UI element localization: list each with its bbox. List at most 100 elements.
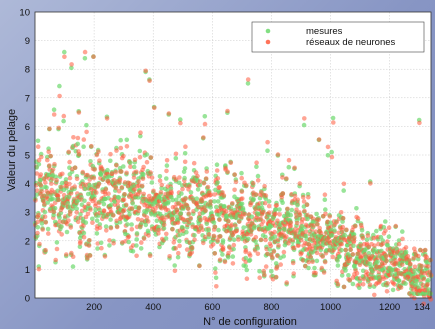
- point-mesures: [231, 246, 236, 252]
- point-mesures: [145, 207, 150, 213]
- point-reseaux: [54, 177, 59, 183]
- point-reseaux: [214, 168, 220, 173]
- y-tick-label: 7: [25, 93, 30, 104]
- point-reseaux: [313, 270, 318, 276]
- x-tick-label: 1000: [320, 302, 341, 313]
- point-reseaux: [231, 242, 237, 248]
- point-mesures: [82, 56, 88, 61]
- point-reseaux: [88, 207, 93, 212]
- point-reseaux: [383, 228, 388, 233]
- point-mesures: [105, 167, 110, 173]
- point-mesures: [329, 149, 335, 155]
- point-reseaux: [217, 257, 223, 263]
- point-reseaux: [46, 149, 51, 154]
- point-mesures: [243, 255, 249, 261]
- point-reseaux: [243, 248, 249, 253]
- point-reseaux: [117, 177, 123, 182]
- point-reseaux: [56, 197, 61, 203]
- y-tick-label: 3: [25, 208, 30, 219]
- point-mesures: [396, 278, 402, 283]
- point-reseaux: [299, 237, 304, 243]
- point-reseaux: [136, 205, 142, 210]
- point-reseaux: [321, 270, 327, 275]
- point-reseaux: [263, 237, 268, 243]
- point-reseaux: [368, 181, 373, 186]
- point-reseaux: [341, 181, 347, 187]
- point-mesures: [39, 221, 45, 226]
- point-mesures: [288, 212, 294, 218]
- point-reseaux: [215, 176, 221, 181]
- point-reseaux: [141, 164, 146, 170]
- point-reseaux: [425, 264, 431, 269]
- point-mesures: [44, 185, 49, 190]
- point-mesures: [216, 227, 221, 233]
- point-mesures: [164, 176, 169, 181]
- point-reseaux: [164, 158, 170, 163]
- point-reseaux: [310, 259, 315, 265]
- point-mesures: [36, 162, 42, 167]
- point-reseaux: [372, 243, 377, 248]
- point-mesures: [177, 238, 182, 244]
- point-reseaux: [316, 217, 321, 222]
- point-mesures: [81, 230, 87, 236]
- point-mesures: [81, 144, 86, 149]
- point-mesures: [403, 281, 408, 286]
- point-mesures: [339, 273, 345, 278]
- point-mesures: [177, 232, 182, 238]
- point-mesures: [330, 115, 336, 121]
- point-reseaux: [81, 234, 87, 240]
- point-mesures: [305, 216, 310, 222]
- x-tick-label: 1200: [379, 302, 400, 313]
- point-mesures: [282, 227, 287, 232]
- x-tick-labels: 200 400 600 800 1000 1200 134: [86, 302, 430, 313]
- y-tick-label: 2: [25, 236, 30, 247]
- point-mesures: [69, 65, 74, 71]
- point-reseaux: [334, 220, 339, 225]
- point-reseaux: [82, 49, 88, 55]
- point-reseaux: [412, 264, 418, 270]
- point-mesures: [286, 164, 292, 170]
- point-mesures: [301, 122, 307, 128]
- point-mesures: [109, 202, 114, 207]
- point-reseaux: [175, 220, 181, 225]
- point-reseaux: [359, 253, 364, 259]
- point-reseaux: [245, 77, 251, 82]
- point-reseaux: [396, 241, 402, 247]
- point-reseaux: [223, 165, 228, 171]
- point-mesures: [383, 219, 388, 224]
- point-mesures: [116, 195, 122, 200]
- point-mesures: [244, 267, 249, 273]
- point-mesures: [184, 229, 189, 235]
- point-reseaux: [385, 281, 390, 286]
- point-reseaux: [247, 253, 253, 258]
- point-reseaux: [86, 243, 92, 248]
- point-reseaux: [140, 176, 146, 181]
- point-reseaux: [229, 222, 235, 227]
- point-mesures: [400, 229, 405, 234]
- point-reseaux: [199, 198, 205, 204]
- point-reseaux: [239, 189, 245, 194]
- point-reseaux: [280, 175, 285, 180]
- point-reseaux: [265, 251, 270, 257]
- point-mesures: [57, 83, 62, 89]
- point-reseaux: [201, 240, 206, 246]
- point-mesures: [130, 249, 136, 254]
- point-reseaux: [228, 160, 234, 165]
- point-reseaux: [354, 271, 360, 276]
- point-reseaux: [132, 187, 137, 192]
- point-reseaux: [273, 274, 279, 280]
- point-reseaux: [377, 278, 383, 284]
- point-mesures: [45, 200, 50, 205]
- point-reseaux: [253, 192, 259, 197]
- point-reseaux: [177, 175, 182, 180]
- x-tick-label: 800: [263, 302, 279, 313]
- point-mesures: [289, 207, 295, 213]
- point-reseaux: [47, 163, 52, 168]
- point-reseaux: [132, 157, 138, 163]
- point-mesures: [343, 268, 348, 273]
- point-reseaux: [340, 224, 346, 230]
- point-reseaux: [97, 158, 102, 163]
- point-reseaux: [189, 245, 195, 250]
- point-reseaux: [281, 249, 287, 255]
- x-tick-label: 600: [204, 302, 220, 313]
